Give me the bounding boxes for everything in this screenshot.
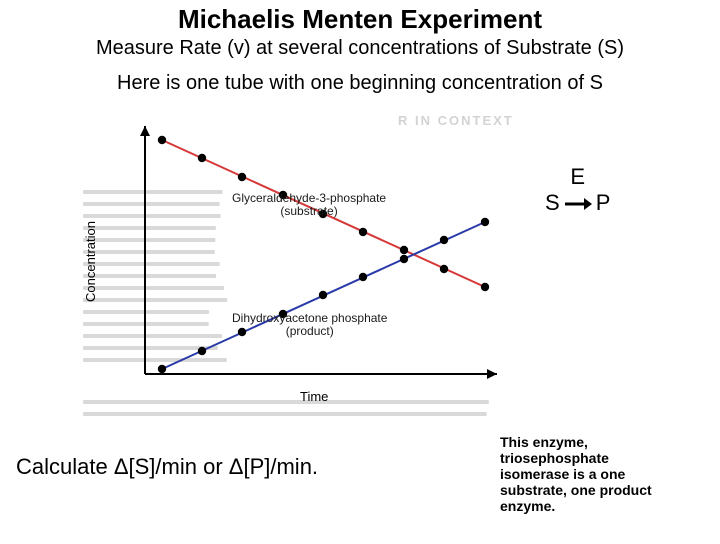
enzyme-note-line3: isomerase is a one [500, 466, 652, 482]
arrow-right-icon [564, 190, 592, 216]
enzyme-note-line4: substrate, one product [500, 482, 652, 498]
y-axis-label: Concentration [83, 221, 98, 302]
enzyme-note-line1: This enzyme, [500, 434, 652, 450]
enzyme-note-line2: triosephosphate [500, 450, 652, 466]
substrate-label: Glyceraldehyde-3-phosphate (substrate) [232, 192, 386, 218]
reaction-s: S [545, 190, 560, 216]
product-label: Dihydroxyacetone phosphate (product) [232, 312, 387, 338]
substrate-label-line2: (substrate) [232, 205, 386, 218]
product-label-line2: (product) [232, 325, 387, 338]
x-axis-label: Time [300, 389, 328, 404]
reaction-p: P [596, 190, 611, 216]
reaction-equation: E S P [545, 164, 610, 216]
reaction-enzyme-e: E [545, 164, 610, 190]
enzyme-description: This enzyme, triosephosphate isomerase i… [500, 434, 652, 514]
calculate-instruction: Calculate Δ[S]/min or Δ[P]/min. [16, 454, 318, 480]
enzyme-note-line5: enzyme. [500, 498, 652, 514]
